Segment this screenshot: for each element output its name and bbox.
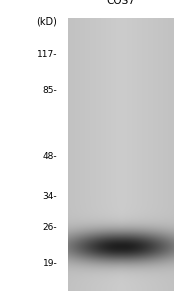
Text: 19-: 19-	[43, 259, 57, 268]
Text: 34-: 34-	[43, 192, 57, 201]
Text: 117-: 117-	[37, 50, 57, 58]
Text: COS7: COS7	[106, 0, 135, 6]
Text: 26-: 26-	[43, 223, 57, 232]
Text: 85-: 85-	[43, 86, 57, 95]
Text: 48-: 48-	[43, 152, 57, 161]
Text: (kD): (kD)	[36, 16, 57, 26]
